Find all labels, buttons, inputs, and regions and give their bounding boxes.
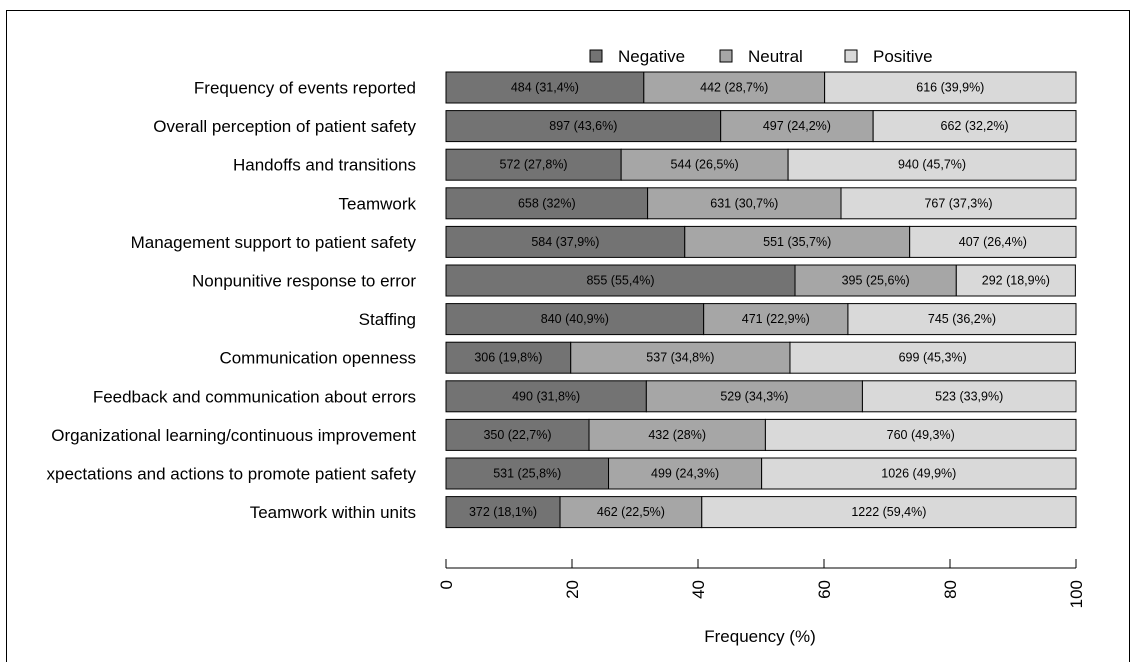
category-label: Overall perception of patient safety (153, 117, 416, 136)
bar-segment-neutral (684, 225, 911, 258)
data-label: 658 (32%) (518, 196, 576, 210)
bar-segment-negative (445, 187, 649, 220)
data-label: 767 (37,3%) (924, 196, 992, 210)
bar-segment-neutral (588, 418, 766, 451)
data-label: 372 (18,1%) (469, 505, 537, 519)
data-label: 537 (34,8%) (646, 351, 714, 365)
data-label: 760 (49,3%) (887, 428, 955, 442)
bar-segment-positive (787, 148, 1077, 181)
bar-segment-neutral (643, 71, 826, 104)
bar-segment-negative (445, 418, 590, 451)
data-label: 1222 (59,4%) (851, 505, 926, 519)
bar-segment-positive (789, 341, 1076, 374)
bar-segment-positive (847, 303, 1077, 336)
data-label: 523 (33,9%) (935, 389, 1003, 403)
legend-swatch-positive (844, 49, 858, 63)
data-label: 484 (31,4%) (511, 81, 579, 95)
data-label: 442 (28,7%) (700, 81, 768, 95)
data-label: 616 (39,9%) (916, 81, 984, 95)
data-label: 499 (24,3%) (651, 467, 719, 481)
data-label: 531 (25,8%) (493, 467, 561, 481)
category-label: Staffing (359, 310, 416, 329)
data-label: 407 (26,4%) (959, 235, 1027, 249)
bar-segment-positive (861, 380, 1077, 413)
data-label: 940 (45,7%) (898, 158, 966, 172)
category-label: xpectations and actions to promote patie… (46, 465, 416, 484)
x-tick-label: 100 (1067, 580, 1086, 608)
data-label: 292 (18,9%) (982, 274, 1050, 288)
data-label: 529 (34,3%) (720, 389, 788, 403)
category-labels: Frequency of events reported Overall perc… (46, 79, 416, 523)
category-label: Nonpunitive response to error (192, 272, 416, 291)
bar-segment-negative (445, 496, 561, 529)
category-label: Organizational learning/continuous impro… (51, 426, 416, 445)
data-label: 497 (24,2%) (763, 119, 831, 133)
category-label: Communication openness (219, 349, 416, 368)
legend-label-positive: Positive (873, 47, 933, 66)
bar-segment-positive (764, 418, 1077, 451)
x-tick-label: 40 (689, 580, 708, 599)
bars: 484 (31,4%) 442 (28,7%) 616 (39,9%) 897 (43… (445, 71, 1077, 529)
data-label: 745 (36,2%) (928, 312, 996, 326)
data-label: 1026 (49,9%) (881, 467, 956, 481)
bar-segment-positive (824, 71, 1077, 104)
category-label: Teamwork (339, 194, 417, 213)
category-label: Handoffs and transitions (233, 156, 416, 175)
data-label: 572 (27,8%) (500, 158, 568, 172)
category-label: Feedback and communication about errors (93, 387, 416, 406)
figure-frame (6, 10, 1130, 662)
data-label: 662 (32,2%) (941, 119, 1009, 133)
x-axis-title: Frequency (%) (704, 627, 815, 646)
data-label: 490 (31,8%) (512, 389, 580, 403)
bar-segment-positive (761, 457, 1077, 490)
category-label: Teamwork within units (250, 503, 416, 522)
bar-segment-neutral (647, 187, 842, 220)
bar-segment-negative (445, 264, 796, 297)
data-label: 471 (22,9%) (742, 312, 810, 326)
bar-segment-neutral (794, 264, 957, 297)
legend-label-negative: Negative (618, 47, 685, 66)
category-label: Frequency of events reported (194, 79, 416, 98)
legend-swatch-negative (589, 49, 603, 63)
bar-segment-neutral (608, 457, 763, 490)
data-label: 395 (25,6%) (842, 274, 910, 288)
bar-segment-positive (840, 187, 1077, 220)
bar-segment-negative (445, 225, 686, 258)
x-tick-label: 20 (563, 580, 582, 599)
data-label: 306 (19,8%) (474, 351, 542, 365)
x-tick-label: 0 (437, 580, 456, 589)
bar-segment-neutral (570, 341, 791, 374)
data-label: 855 (55,4%) (586, 274, 654, 288)
bar-segment-positive (701, 496, 1077, 529)
x-tick-label: 80 (941, 580, 960, 599)
data-label: 551 (35,7%) (763, 235, 831, 249)
category-label: Management support to patient safety (131, 233, 417, 252)
bar-segment-negative (445, 457, 610, 490)
data-label: 840 (40,9%) (541, 312, 609, 326)
bar-segment-neutral (559, 496, 703, 529)
data-label: 897 (43,6%) (549, 119, 617, 133)
bar-segment-neutral (645, 380, 863, 413)
data-label: 631 (30,7%) (710, 196, 778, 210)
x-tick-label: 60 (815, 580, 834, 599)
data-label: 544 (26,5%) (671, 158, 739, 172)
bar-segment-negative (445, 303, 705, 336)
x-axis: 0 20 40 60 80 100 (437, 559, 1086, 608)
data-label: 462 (22,5%) (597, 505, 665, 519)
legend: Negative Neutral Positive (589, 47, 933, 66)
bar-segment-positive (909, 225, 1077, 258)
data-label: 350 (22,7%) (483, 428, 551, 442)
data-label: 699 (45,3%) (899, 351, 967, 365)
data-label: 584 (37,9%) (531, 235, 599, 249)
data-label: 432 (28%) (648, 428, 706, 442)
bar-segment-positive (955, 264, 1076, 297)
legend-swatch-neutral (719, 49, 733, 63)
legend-label-neutral: Neutral (748, 47, 803, 66)
bar-segment-neutral (703, 303, 849, 336)
bar-segment-positive (872, 110, 1077, 143)
